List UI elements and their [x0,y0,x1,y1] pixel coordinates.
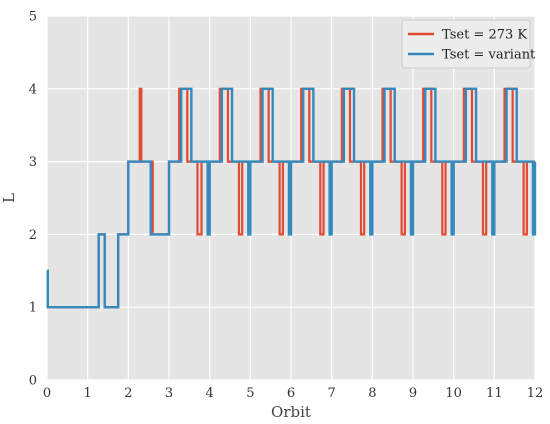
x-tick-label: 0 [43,386,51,401]
x-tick-label: 7 [328,386,336,401]
y-tick-label: 0 [29,374,37,389]
x-tick-label: 11 [486,386,503,401]
y-tick-label: 4 [29,82,37,97]
x-tick-labels: 0 1 2 3 4 5 6 7 8 9 10 11 12 [43,386,543,401]
y-tick-label: 5 [29,10,37,25]
x-tick-label: 10 [445,386,462,401]
x-tick-label: 2 [124,386,132,401]
legend-box [401,19,531,69]
series-line-tset-273k [46,87,535,309]
x-axis-label: Orbit [271,403,311,421]
x-tick-label: 6 [287,386,295,401]
x-tick-label: 8 [368,386,376,401]
x-tick-label: 1 [84,386,92,401]
x-tick-label: 5 [246,386,254,401]
y-axis-label: L [0,193,18,203]
x-tick-label: 3 [165,386,173,401]
y-tick-label: 1 [29,301,37,316]
x-tick-label: 9 [409,386,417,401]
legend-label-tset-273k: Tset = 273 K [442,28,527,43]
y-tick-label: 3 [29,155,37,170]
legend-label-tset-variant: Tset = variant [442,48,536,63]
series-line-tset-variant [46,87,537,309]
x-tick-label: 4 [206,386,214,401]
y-tick-label: 2 [29,228,37,243]
legend: Tset = 273 K Tset = variant [401,19,536,69]
x-tick-label: 12 [527,386,544,401]
series-group [46,87,537,309]
y-tick-labels: 0 1 2 3 4 5 [29,10,37,389]
